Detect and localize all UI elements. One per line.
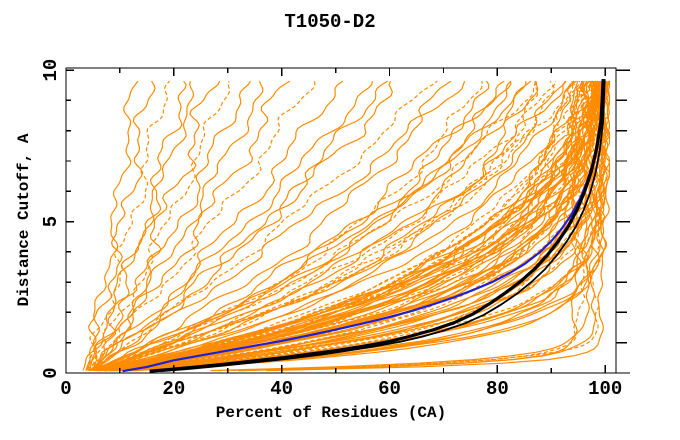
chart-title: T1050-D2 <box>284 11 375 33</box>
model-curve <box>110 80 608 372</box>
model-curve <box>110 80 591 372</box>
model-curve <box>93 80 452 372</box>
model-curve <box>94 80 556 372</box>
model-curve <box>102 80 567 372</box>
model-curve <box>90 80 505 372</box>
x-axis-label: Percent of Residues (CA) <box>216 404 446 422</box>
model-curve <box>82 80 195 371</box>
model-curve <box>107 80 578 372</box>
model-curve <box>93 80 389 372</box>
y-axis-label: Distance Cutoff, A <box>15 133 33 306</box>
model-curve <box>131 80 611 372</box>
x-tick-label: 0 <box>60 378 71 400</box>
model-curve <box>95 80 394 372</box>
model-curve <box>226 80 587 372</box>
model-curve <box>93 80 264 371</box>
y-tick-label: 5 <box>40 216 62 227</box>
plot-border <box>65 67 617 374</box>
model-curve <box>87 80 171 371</box>
model-curve <box>87 81 316 372</box>
curves-layer <box>82 79 611 373</box>
model-curve <box>240 80 581 372</box>
model-curve <box>237 80 598 372</box>
model-curve <box>90 80 291 372</box>
model-curve <box>129 80 610 372</box>
model-curve <box>85 80 251 371</box>
y-tick-label: 10 <box>40 59 62 82</box>
model-curve <box>100 80 555 372</box>
model-curve <box>105 80 599 372</box>
model-curve <box>210 80 591 372</box>
model-curve <box>92 80 344 372</box>
model-curve <box>105 80 598 372</box>
model-curve <box>120 80 606 372</box>
model-curve <box>106 81 586 372</box>
model-curve <box>97 81 527 372</box>
model-curve <box>108 80 597 372</box>
model-curve <box>104 81 599 372</box>
model-curve <box>94 81 512 372</box>
x-tick-label: 40 <box>270 378 293 400</box>
model-curve <box>88 80 230 371</box>
model-curve <box>102 80 575 372</box>
reference-model-thin-black <box>160 79 606 373</box>
plot-frame <box>65 67 630 374</box>
x-tick-label: 60 <box>378 378 401 400</box>
x-tick-label: 80 <box>486 378 509 400</box>
model-curve <box>96 80 602 372</box>
model-curve <box>85 80 156 371</box>
model-curve <box>92 80 221 371</box>
x-tick-label: 100 <box>588 378 622 400</box>
model-curve <box>104 81 610 372</box>
model-curve <box>107 80 581 372</box>
reference-model-thick-black <box>149 79 606 373</box>
tick-labels: 0 20 40 60 80 100 0 5 10 <box>40 59 622 400</box>
model-curve <box>94 80 566 372</box>
model-curve <box>98 80 512 372</box>
model-curve <box>88 80 438 372</box>
x-tick-label: 20 <box>162 378 185 400</box>
model-curve <box>94 80 539 372</box>
model-curve <box>112 80 596 372</box>
model-curve <box>92 80 187 371</box>
model-curve <box>88 80 139 371</box>
y-tick-label: 0 <box>40 367 62 378</box>
model-curve <box>89 80 373 372</box>
